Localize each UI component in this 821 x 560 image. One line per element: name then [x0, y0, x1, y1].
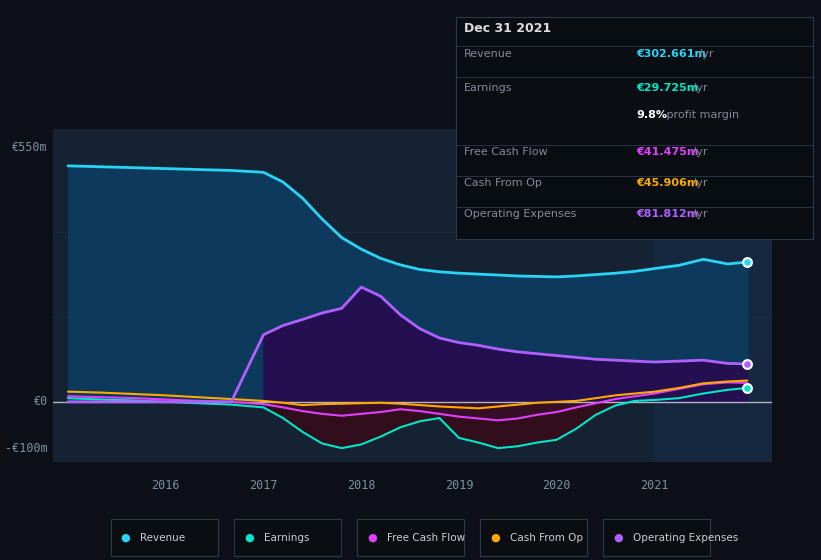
Point: [741, 360, 754, 368]
Text: ●: ●: [244, 533, 254, 543]
Point: [741, 258, 754, 267]
Text: /yr: /yr: [689, 209, 708, 219]
Text: 2018: 2018: [347, 479, 375, 492]
Text: 2020: 2020: [543, 479, 571, 492]
Text: Revenue: Revenue: [140, 533, 186, 543]
Text: /yr: /yr: [689, 83, 708, 92]
Text: €550m: €550m: [12, 141, 48, 154]
Bar: [654, 129, 772, 462]
Point: [741, 384, 754, 393]
Text: Operating Expenses: Operating Expenses: [633, 533, 738, 543]
Text: Revenue: Revenue: [464, 49, 512, 59]
Text: €41.475m: €41.475m: [636, 147, 699, 157]
Text: 2019: 2019: [445, 479, 473, 492]
Text: ●: ●: [121, 533, 131, 543]
Text: €45.906m: €45.906m: [636, 178, 699, 188]
Text: 2021: 2021: [640, 479, 668, 492]
Text: Free Cash Flow: Free Cash Flow: [387, 533, 465, 543]
Text: /yr: /yr: [689, 178, 708, 188]
Text: Cash From Op: Cash From Op: [510, 533, 583, 543]
Text: 2017: 2017: [250, 479, 277, 492]
Text: -€100m: -€100m: [5, 442, 48, 455]
Text: €81.812m: €81.812m: [636, 209, 699, 219]
Text: Dec 31 2021: Dec 31 2021: [464, 22, 551, 35]
Text: ●: ●: [367, 533, 377, 543]
Text: ●: ●: [490, 533, 500, 543]
Bar: [53, 129, 654, 462]
Text: Operating Expenses: Operating Expenses: [464, 209, 576, 219]
Text: €29.725m: €29.725m: [636, 83, 699, 92]
Text: 2016: 2016: [152, 479, 180, 492]
Text: 9.8%: 9.8%: [636, 110, 667, 120]
Text: Free Cash Flow: Free Cash Flow: [464, 147, 548, 157]
Text: /yr: /yr: [695, 49, 714, 59]
Text: /yr: /yr: [689, 147, 708, 157]
Text: Earnings: Earnings: [264, 533, 309, 543]
Text: €302.661m: €302.661m: [636, 49, 706, 59]
Text: profit margin: profit margin: [663, 110, 739, 120]
Text: ●: ●: [613, 533, 623, 543]
Text: €0: €0: [34, 395, 48, 408]
Text: Cash From Op: Cash From Op: [464, 178, 542, 188]
Text: Earnings: Earnings: [464, 83, 512, 92]
